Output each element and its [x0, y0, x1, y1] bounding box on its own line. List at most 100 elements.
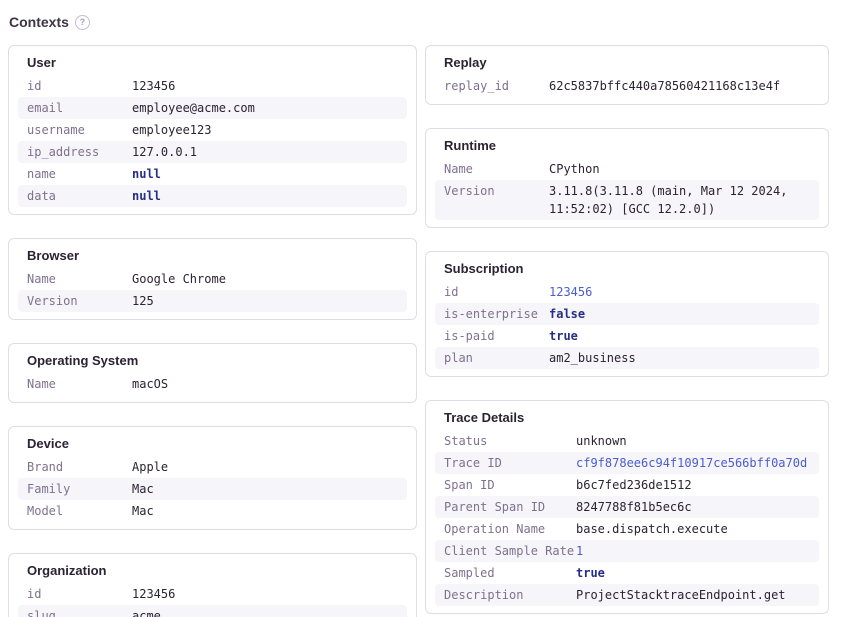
kv-row-brand: Brand Apple — [18, 456, 407, 478]
context-card-user: User id 123456 email employee@acme.com userna… — [8, 45, 417, 215]
kv-key: Version — [27, 294, 78, 308]
key-value-table: id 123456 is-enterprise false is-paid true pla… — [435, 281, 819, 369]
kv-value: 123456 — [549, 285, 593, 299]
key-value-table: Brand Apple Family Mac Model Mac — [18, 456, 407, 522]
kv-value: employee@acme.com — [132, 101, 255, 115]
kv-row-version: Version 3.11.8(3.11.8 (main, Mar 12 2024,… — [435, 180, 819, 220]
kv-value: base.dispatch.execute — [576, 522, 728, 536]
card-title: Subscription — [444, 261, 524, 276]
key-value-table: Name CPython Version 3.11.8(3.11.8 (main, M… — [435, 158, 819, 220]
page-title: Contexts — [9, 14, 69, 30]
context-card-trace-details: Trace Details Status unknown Trace ID cf9f87… — [425, 400, 829, 614]
kv-row-operation-name: Operation Name base.dispatch.execute — [435, 518, 819, 540]
help-icon[interactable]: ? — [74, 15, 90, 30]
kv-key: is-enterprise — [444, 307, 538, 321]
kv-row-status: Status unknown — [435, 430, 819, 452]
kv-key: plan — [444, 351, 473, 365]
kv-value-link[interactable]: cf9f878ee6c94f10917ce566bff0a70d — [576, 456, 808, 470]
kv-row-sampled: Sampled true — [435, 562, 819, 584]
card-title: Operating System — [27, 353, 139, 368]
kv-key: Description — [444, 588, 524, 602]
kv-row-is-paid: is-paid true — [435, 325, 819, 347]
card-title: Trace Details — [444, 410, 525, 425]
card-title: Replay — [444, 55, 487, 70]
key-value-table: Name Google Chrome Version 125 — [18, 268, 407, 312]
kv-key: Version — [444, 184, 495, 198]
kv-value: Mac — [132, 504, 154, 518]
kv-row-span-id: Span ID b6c7fed236de1512 — [435, 474, 819, 496]
kv-row-email: email employee@acme.com — [18, 97, 407, 119]
kv-row-client-sample-rate: Client Sample Rate 1 — [435, 540, 819, 562]
kv-key: replay_id — [444, 79, 510, 93]
kv-value: 62c5837bffc440a78560421168c13e4f — [549, 79, 781, 93]
card-title: Browser — [27, 248, 80, 263]
key-value-table: Name macOS — [18, 373, 407, 395]
kv-value: am2_business — [549, 351, 636, 365]
kv-value: null — [132, 189, 161, 203]
kv-row-data: data null — [18, 185, 407, 207]
kv-key: data — [27, 189, 56, 203]
kv-key: ip_address — [27, 145, 100, 159]
kv-key: username — [27, 123, 85, 137]
kv-value: b6c7fed236de1512 — [576, 478, 692, 492]
kv-key: Operation Name — [444, 522, 546, 536]
kv-key: id — [27, 587, 42, 601]
kv-value: 123456 — [132, 79, 176, 93]
kv-value: false — [549, 307, 586, 321]
kv-value: ProjectStacktraceEndpoint.get — [576, 588, 786, 602]
kv-key: slug — [27, 609, 56, 617]
kv-row-is-enterprise: is-enterprise false — [435, 303, 819, 325]
kv-key: Parent Span ID — [444, 500, 546, 514]
kv-key: is-paid — [444, 329, 495, 343]
kv-key: Brand — [27, 460, 64, 474]
kv-key: Name — [27, 272, 56, 286]
kv-value: employee123 — [132, 123, 212, 137]
kv-key: Trace ID — [444, 456, 502, 470]
kv-key: id — [444, 285, 459, 299]
kv-row-name: Name Google Chrome — [18, 268, 407, 290]
card-title: Device — [27, 436, 69, 451]
key-value-table: id 123456 slug acme — [18, 583, 407, 617]
kv-key: Name — [444, 162, 473, 176]
kv-row-replay-id: replay_id 62c5837bffc440a78560421168c13e4… — [435, 75, 819, 97]
kv-key: id — [27, 79, 42, 93]
column-right: Replay replay_id 62c5837bffc440a7856042116… — [425, 45, 829, 614]
kv-row-name: Name CPython — [435, 158, 819, 180]
context-card-organization: Organization id 123456 slug acme — [8, 553, 417, 617]
kv-value: 123456 — [132, 587, 176, 601]
kv-key: Sampled — [444, 566, 495, 580]
context-card-replay: Replay replay_id 62c5837bffc440a7856042116… — [425, 45, 829, 105]
kv-value: macOS — [132, 377, 169, 391]
kv-row-parent-span-id: Parent Span ID 8247788f81b5ec6c — [435, 496, 819, 518]
kv-row-plan: plan am2_business — [435, 347, 819, 369]
kv-row-id: id 123456 — [18, 75, 407, 97]
kv-key: Span ID — [444, 478, 495, 492]
kv-row-username: username employee123 — [18, 119, 407, 141]
kv-value: null — [132, 167, 161, 181]
kv-key: Name — [27, 377, 56, 391]
kv-row-id: id 123456 — [435, 281, 819, 303]
key-value-table: replay_id 62c5837bffc440a78560421168c13e4… — [435, 75, 819, 97]
kv-key: name — [27, 167, 56, 181]
kv-row-trace-id: Trace ID cf9f878ee6c94f10917ce566bff0a70d — [435, 452, 819, 474]
kv-row-ip-address: ip_address 127.0.0.1 — [18, 141, 407, 163]
kv-row-name: name null — [18, 163, 407, 185]
kv-key: Family — [27, 482, 71, 496]
context-card-device: Device Brand Apple Family Mac Model Mac — [8, 426, 417, 530]
card-title: Runtime — [444, 138, 496, 153]
kv-value: Mac — [132, 482, 154, 496]
context-card-browser: Browser Name Google Chrome Version 125 — [8, 238, 417, 320]
kv-value: 8247788f81b5ec6c — [576, 500, 692, 514]
kv-row-family: Family Mac — [18, 478, 407, 500]
context-card-operating-system: Operating System Name macOS — [8, 343, 417, 403]
kv-key: email — [27, 101, 64, 115]
kv-value: acme — [132, 609, 161, 617]
context-card-runtime: Runtime Name CPython Version 3.11.8(3.11.8 (… — [425, 128, 829, 228]
kv-value: 3.11.8(3.11.8 (main, Mar 12 2024, 11:52:… — [549, 184, 788, 216]
kv-value: Google Chrome — [132, 272, 226, 286]
kv-row-version: Version 125 — [18, 290, 407, 312]
kv-value: 1 — [576, 544, 584, 558]
kv-value: 125 — [132, 294, 154, 308]
kv-row-model: Model Mac — [18, 500, 407, 522]
